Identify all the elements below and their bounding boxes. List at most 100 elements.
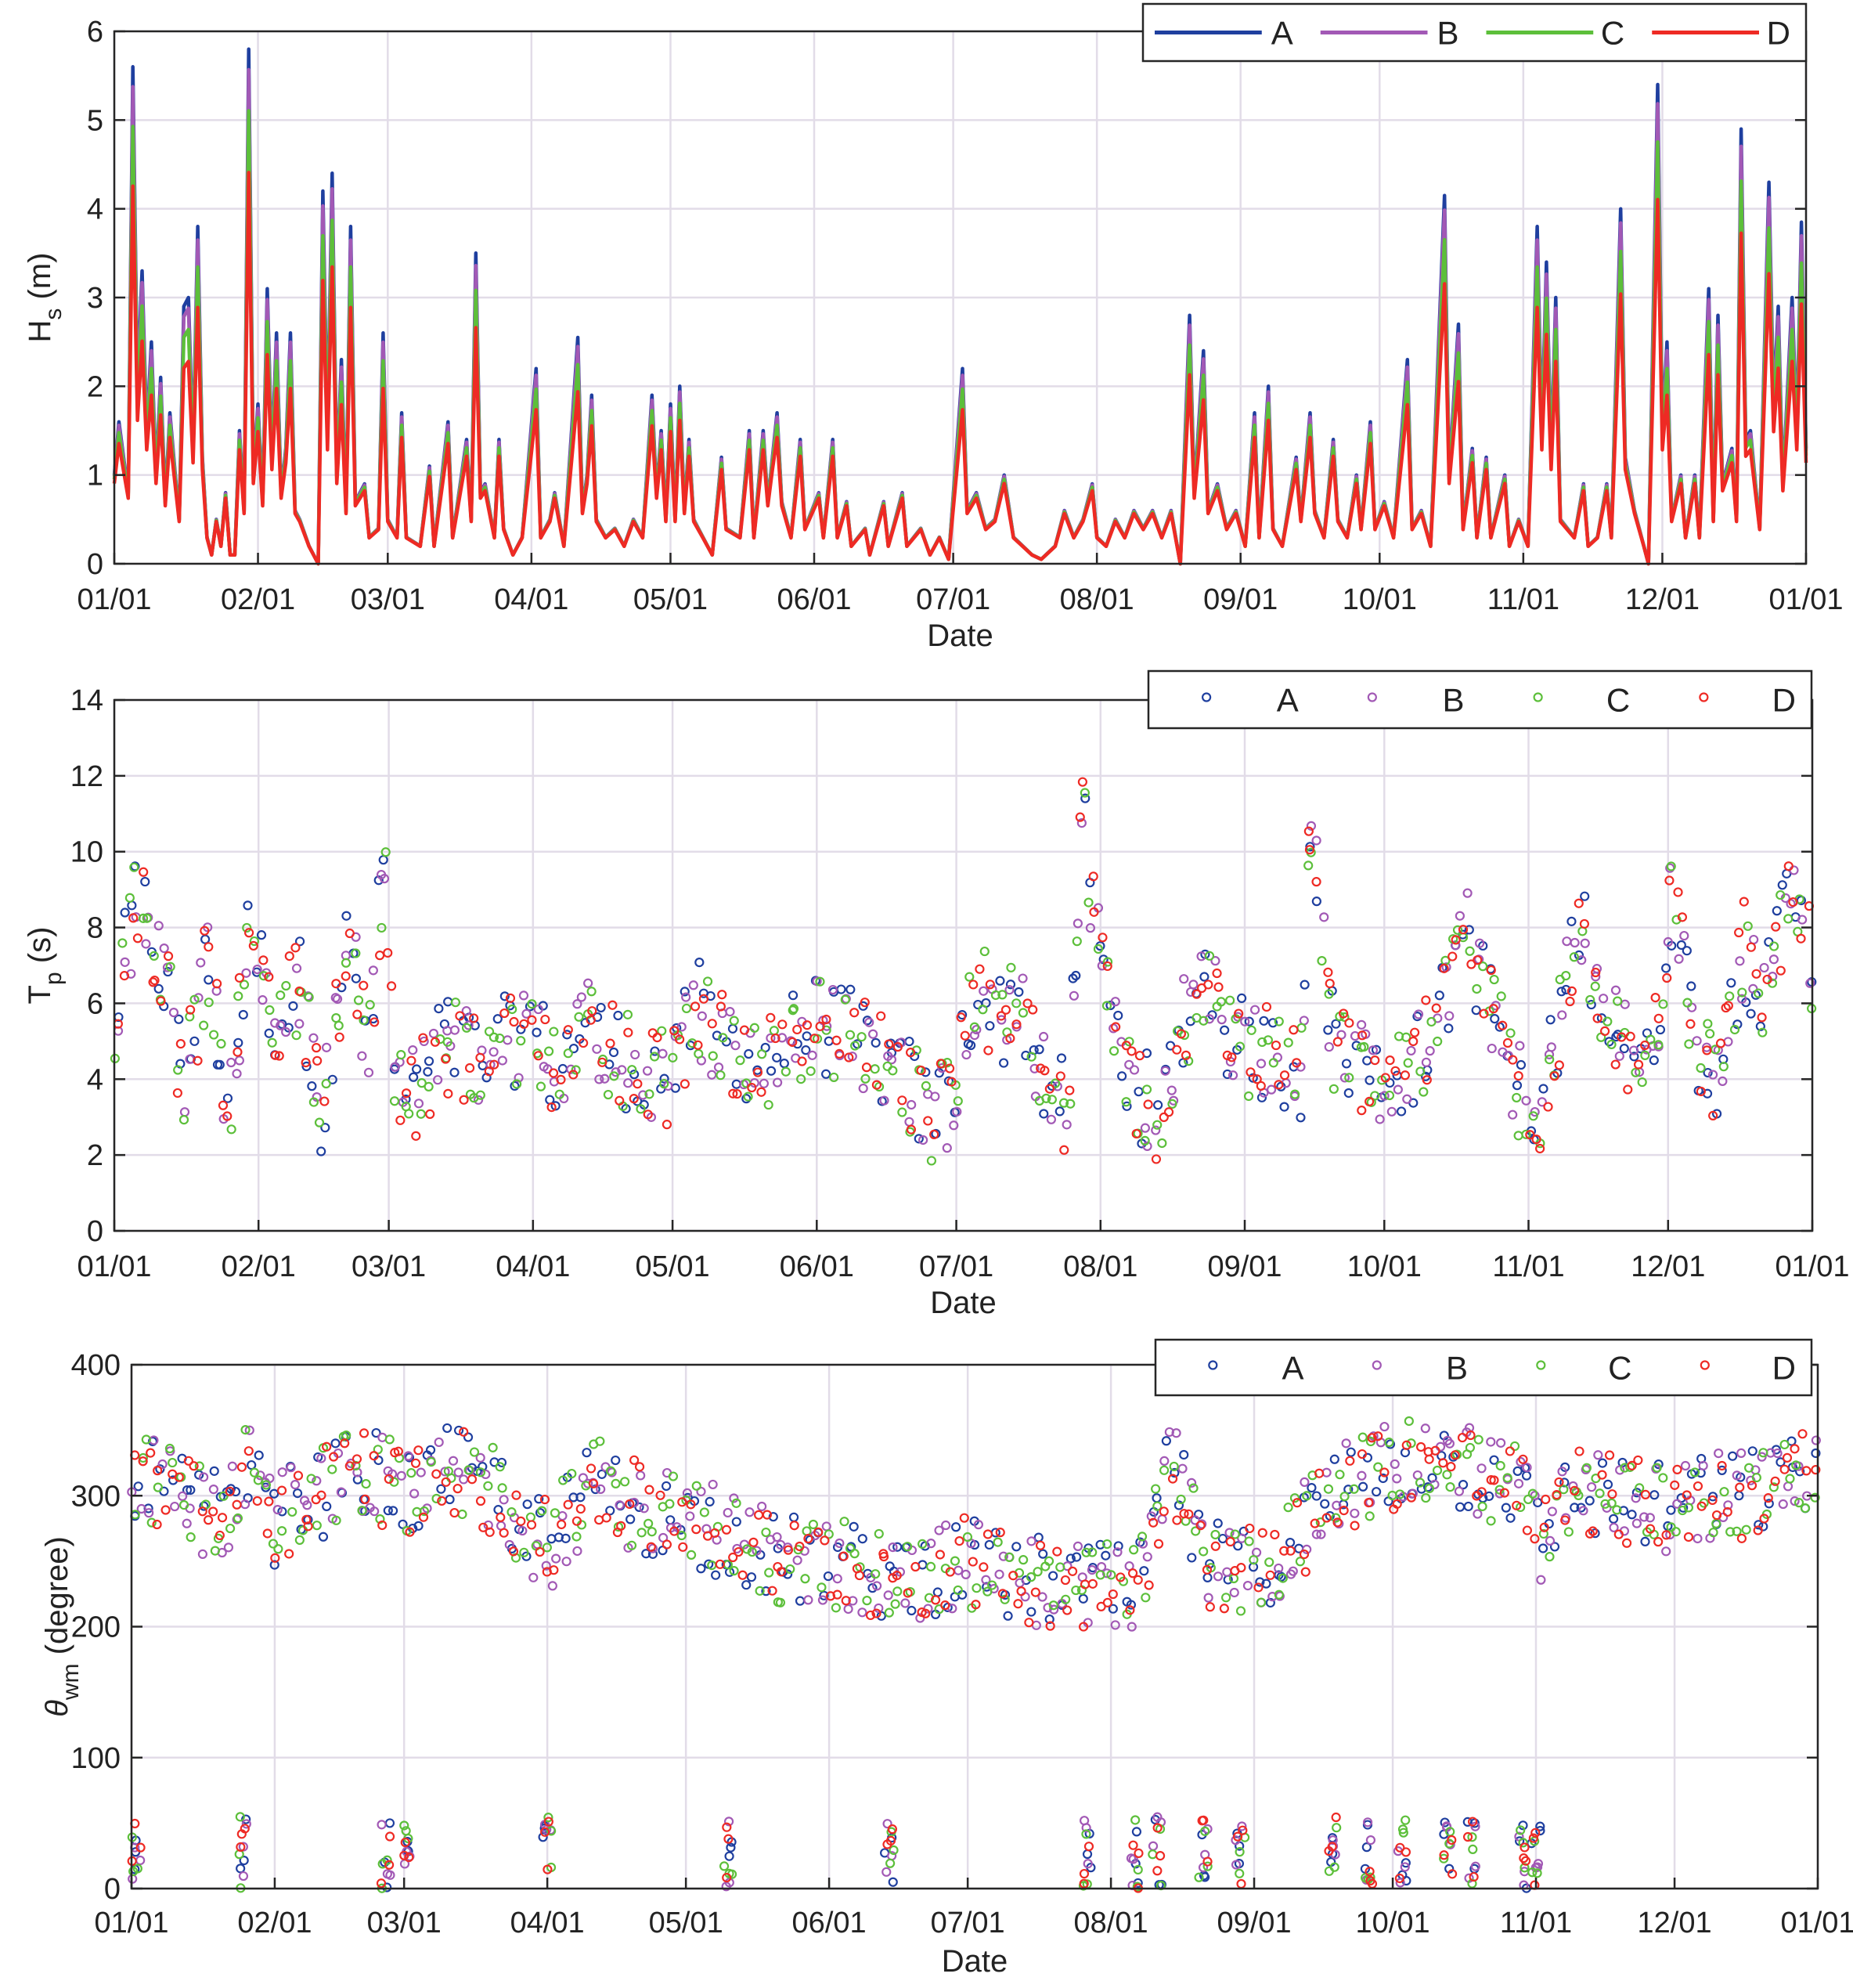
data-point-C xyxy=(178,1115,189,1125)
data-point-C xyxy=(495,1033,505,1044)
data-point-C xyxy=(1625,1462,1635,1472)
data-point-D xyxy=(982,1529,993,1539)
data-point-D xyxy=(1797,1429,1808,1439)
data-point-D xyxy=(1044,1084,1054,1094)
data-point-D xyxy=(1060,1575,1071,1586)
data-point-C xyxy=(636,1528,647,1538)
data-point-D xyxy=(669,1026,680,1036)
data-point-D xyxy=(443,1088,453,1099)
x-tick-label: 08/01 xyxy=(1060,583,1134,616)
data-point-D xyxy=(1172,1515,1182,1525)
data-point-B xyxy=(881,1867,892,1877)
data-point-D xyxy=(1246,1067,1256,1077)
data-point-B xyxy=(1587,1482,1597,1492)
data-point-C xyxy=(495,1462,505,1472)
data-point-B xyxy=(434,1437,444,1448)
data-point-D xyxy=(841,1596,851,1606)
data-point-C xyxy=(731,1498,741,1508)
data-point-B xyxy=(576,992,586,1002)
data-point-D xyxy=(509,1016,519,1027)
data-point-C xyxy=(1210,1529,1220,1540)
data-point-D xyxy=(1055,1071,1065,1081)
data-point-D xyxy=(923,1116,933,1126)
data-point-C xyxy=(312,1521,322,1531)
data-point-C xyxy=(1331,1513,1341,1523)
data-point-C xyxy=(1000,1594,1010,1604)
data-point-D xyxy=(629,1094,639,1104)
data-point-C xyxy=(1349,1484,1359,1494)
data-point-D xyxy=(459,1095,469,1105)
data-point-D xyxy=(748,1537,759,1547)
legend-marker-D xyxy=(1700,1360,1710,1370)
data-point-B xyxy=(363,1067,374,1077)
data-point-C xyxy=(763,1099,773,1110)
data-point-B xyxy=(370,1506,380,1517)
data-point-B xyxy=(658,1048,668,1059)
data-point-D xyxy=(1152,1823,1163,1833)
data-point-B xyxy=(1237,1821,1247,1831)
data-point-A xyxy=(1611,1031,1621,1042)
data-point-C xyxy=(702,976,713,987)
data-point-C xyxy=(871,1569,881,1579)
data-point-A xyxy=(264,1028,274,1038)
data-point-D xyxy=(215,1530,225,1541)
data-point-C xyxy=(735,1055,745,1066)
data-point-D xyxy=(1234,1008,1244,1019)
data-point-D xyxy=(344,928,355,939)
data-point-D xyxy=(400,1837,410,1848)
data-point-B xyxy=(757,1501,767,1512)
data-point-A xyxy=(449,1067,460,1077)
data-point-B xyxy=(276,1020,286,1030)
data-point-B xyxy=(1786,899,1796,909)
data-point-A xyxy=(532,1027,542,1037)
data-point-C xyxy=(1359,1041,1369,1052)
data-point-B xyxy=(1475,938,1485,948)
data-point-B xyxy=(827,984,838,995)
data-point-C xyxy=(208,1030,219,1040)
data-point-D xyxy=(1016,1586,1026,1597)
data-point-D xyxy=(792,1024,802,1035)
data-point-D xyxy=(1640,1489,1651,1499)
data-point-D xyxy=(887,1824,897,1835)
data-point-B xyxy=(961,1569,971,1579)
data-point-D xyxy=(844,1052,854,1063)
data-point-D xyxy=(1181,1050,1191,1060)
data-point-D xyxy=(329,1452,339,1462)
data-point-D xyxy=(1734,927,1744,938)
x-tick-label: 03/01 xyxy=(351,1250,426,1283)
data-point-C xyxy=(276,990,286,1001)
data-point-B xyxy=(979,986,989,996)
data-point-C xyxy=(265,1005,275,1016)
data-point-A xyxy=(746,1572,757,1582)
data-point-D xyxy=(217,1513,228,1523)
data-point-A xyxy=(1631,1488,1642,1498)
data-point-A xyxy=(1602,1479,1613,1490)
data-point-D xyxy=(916,1065,926,1076)
data-point-D xyxy=(1488,1004,1498,1014)
data-point-C xyxy=(1167,1099,1177,1109)
data-point-D xyxy=(876,1011,886,1021)
data-point-D xyxy=(1385,1055,1395,1066)
data-point-A xyxy=(534,1494,544,1504)
data-point-D xyxy=(1172,1045,1182,1055)
data-point-D xyxy=(838,1551,849,1561)
data-point-D xyxy=(1279,1070,1290,1081)
data-point-C xyxy=(824,1529,834,1539)
data-point-D xyxy=(930,1595,941,1605)
x-tick-label: 10/01 xyxy=(1343,583,1417,616)
data-point-D xyxy=(1167,1474,1178,1484)
data-point-D xyxy=(906,1124,917,1135)
data-point-D xyxy=(203,1515,214,1525)
data-point-D xyxy=(1662,972,1672,983)
data-point-D xyxy=(1554,1477,1564,1488)
data-point-C xyxy=(1468,1844,1478,1855)
data-point-B xyxy=(1406,1045,1416,1056)
data-point-C xyxy=(972,1583,982,1593)
data-point-B xyxy=(1210,956,1220,966)
data-point-A xyxy=(1122,1101,1132,1111)
legend-label-B: B xyxy=(1437,15,1458,52)
data-point-D xyxy=(1345,1456,1355,1466)
data-point-B xyxy=(583,1478,593,1488)
data-point-B xyxy=(1224,1528,1235,1538)
data-point-B xyxy=(1522,1463,1532,1473)
